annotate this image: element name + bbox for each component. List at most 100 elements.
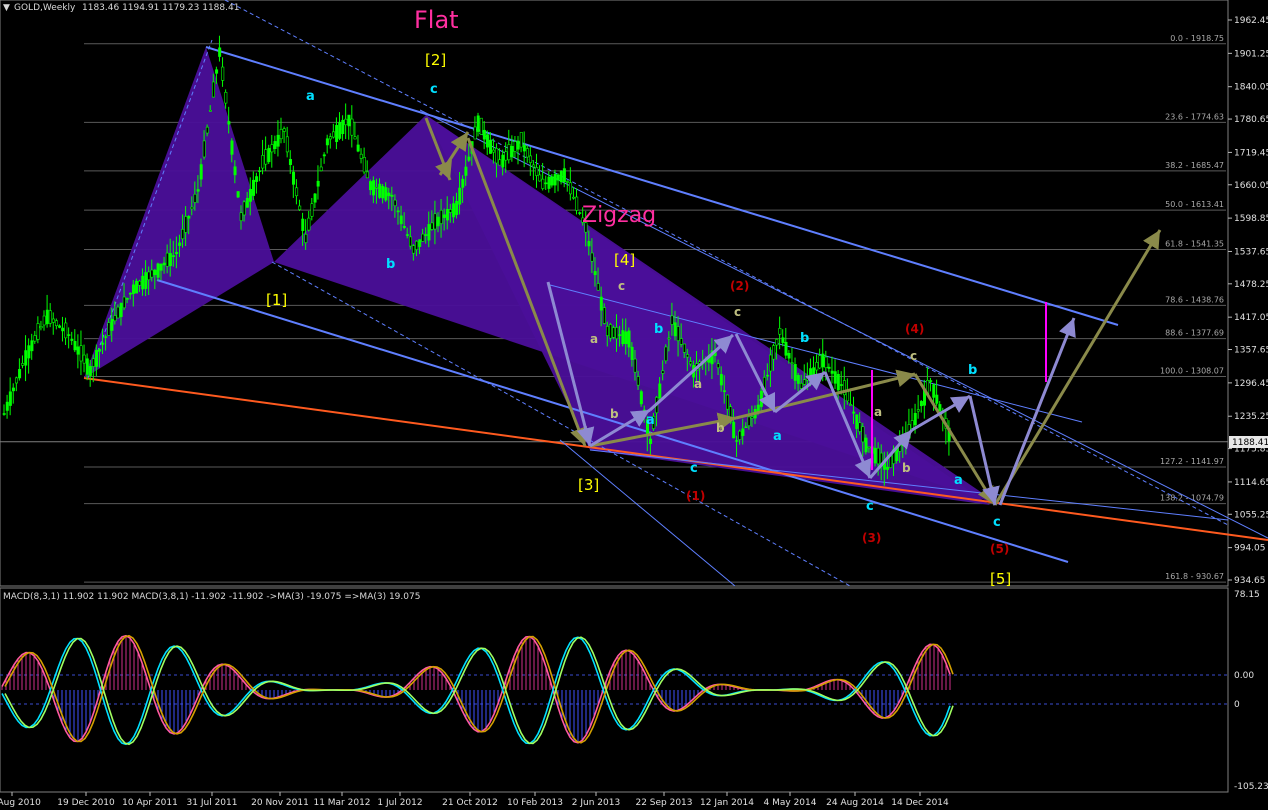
candle-body [362, 157, 366, 173]
wave-arrow [466, 137, 588, 447]
candle-body [30, 340, 34, 352]
candle-body [424, 234, 428, 236]
candle-body [248, 188, 252, 202]
candle-body [821, 353, 825, 368]
candle-body [846, 390, 850, 402]
wave-arrow [911, 394, 971, 432]
candle-body [565, 181, 569, 183]
candle-body [21, 363, 25, 366]
candle-body [750, 416, 754, 419]
candle-body [48, 310, 52, 324]
y-tick-label: 1537.65 [1234, 247, 1268, 257]
x-tick-label: 10 Apr 2011 [122, 798, 178, 808]
zigzag-triangle [84, 47, 274, 378]
ohlc-readout: 1183.46 1194.91 1179.23 1188.41 [82, 3, 239, 13]
wave-label: (3) [862, 531, 881, 545]
candle-body [538, 174, 542, 182]
macd-series-line [4, 636, 954, 746]
candle-body [202, 140, 206, 158]
y-tick-label: 1719.45 [1234, 148, 1268, 158]
candle-body [747, 416, 751, 426]
candle-body [113, 315, 117, 322]
candle-body [359, 153, 363, 159]
candle-body [682, 343, 686, 353]
wave-label: a [954, 473, 963, 488]
candle-body [861, 426, 865, 443]
candle-body [710, 350, 714, 365]
wave-label: Flat [414, 6, 459, 34]
candle-body [150, 269, 154, 278]
candle-body [353, 136, 357, 140]
candle-body [116, 306, 120, 319]
wave-label: b [800, 331, 809, 346]
candle-body [405, 234, 409, 236]
wave-label: [2] [425, 51, 446, 69]
candle-body [793, 364, 797, 381]
candle-body [427, 224, 431, 241]
x-tick-label: 4 May 2014 [764, 798, 817, 808]
candle-body [5, 401, 9, 411]
macd-y-label: 0.00 [1234, 671, 1254, 681]
candle-body [593, 271, 597, 276]
candle-body [165, 252, 169, 267]
y-tick-label: 1296.45 [1234, 379, 1268, 389]
wave-arrow [998, 317, 1076, 506]
candle-body [744, 426, 748, 429]
candle-body [2, 413, 6, 415]
candle-body [689, 361, 693, 365]
candle-body [282, 128, 286, 132]
candle-body [873, 447, 877, 464]
candle-body [70, 338, 74, 341]
candle-body [778, 328, 782, 335]
candle-body [211, 81, 215, 98]
candle-body [396, 210, 400, 213]
wave-label: b [968, 363, 977, 378]
candle-body [735, 440, 739, 442]
candle-body [39, 326, 43, 329]
macd-y-label: 78.15 [1234, 590, 1260, 600]
candle-body [615, 327, 619, 340]
y-tick-label: 1417.05 [1234, 313, 1268, 323]
candle-body [559, 170, 563, 183]
header-triangle-icon[interactable]: ▼ [3, 3, 10, 13]
candle-body [482, 129, 486, 140]
wave-label: c [690, 461, 698, 476]
candle-body [769, 354, 773, 372]
wave-label: c [910, 349, 917, 363]
candle-body [381, 186, 385, 199]
x-tick-label: 12 Jan 2014 [700, 798, 754, 808]
candle-body [301, 218, 305, 232]
candle-body [649, 438, 653, 444]
wave-arrow [734, 333, 777, 413]
candle-body [64, 322, 68, 339]
candle-body [101, 342, 105, 345]
wave-arrow [589, 408, 651, 448]
candle-body [319, 166, 323, 172]
wave-label: c [430, 82, 438, 97]
candle-body [605, 325, 609, 336]
candle-body [316, 180, 320, 187]
candle-body [929, 380, 933, 382]
candle-body [938, 404, 942, 412]
candle-body [652, 416, 656, 429]
candle-body [584, 222, 588, 233]
candle-body [830, 370, 834, 374]
candle-body [338, 121, 342, 139]
candle-body [128, 292, 132, 295]
candle-body [187, 216, 191, 219]
wave-label: (4) [905, 322, 924, 336]
candle-body [350, 118, 354, 136]
candle-body [442, 214, 446, 218]
wave-arrow [424, 117, 452, 181]
wave-label: b [386, 257, 395, 272]
wave-label: c [866, 499, 874, 514]
candle-body [175, 252, 179, 255]
candle-body [824, 356, 828, 368]
candle-body [507, 144, 511, 161]
candle-body [344, 118, 348, 126]
candle-body [141, 275, 145, 290]
candle-body [131, 284, 135, 294]
fib-label: 161.8 - 930.67 [1165, 572, 1224, 581]
candle-body [18, 369, 22, 379]
